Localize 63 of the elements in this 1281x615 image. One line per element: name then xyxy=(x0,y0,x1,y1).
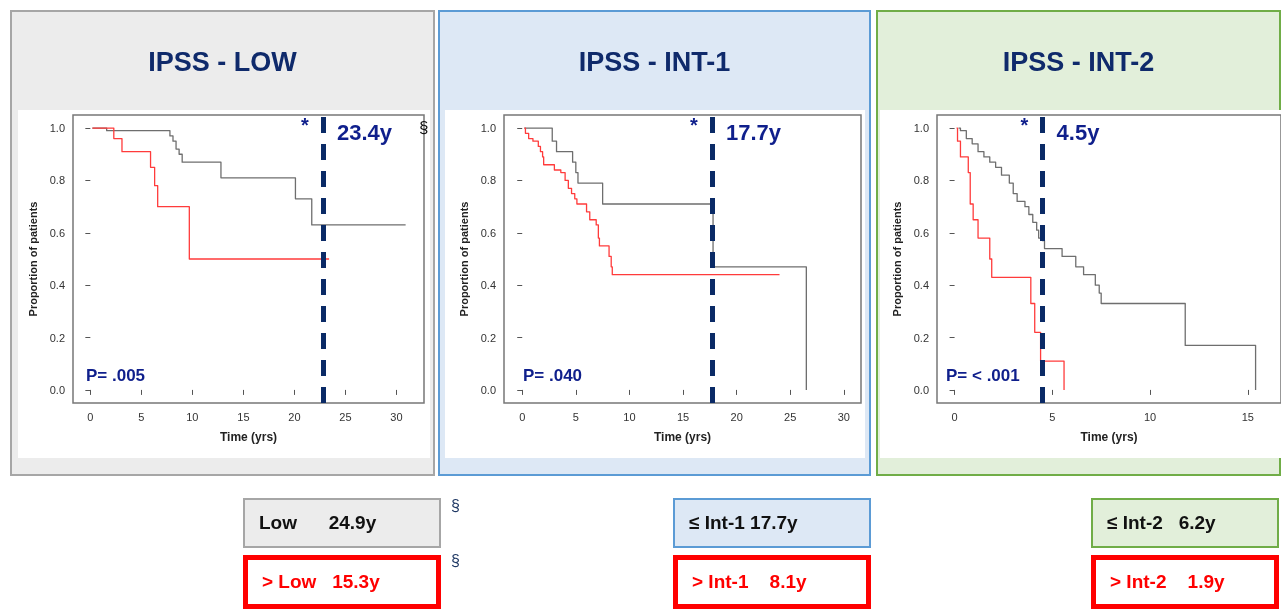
text: ≤ Int-2 6.2y xyxy=(1091,498,1279,548)
x-tick-label: 10 xyxy=(186,410,199,423)
chart-title: IPSS - LOW xyxy=(147,45,298,79)
text: Low 24.9y xyxy=(243,498,441,548)
y-tick-label: 0.0 xyxy=(49,383,65,396)
text: § xyxy=(451,497,460,515)
x-axis-title: Time (yrs) xyxy=(1080,430,1138,444)
text: > Low 15.3y xyxy=(243,555,441,609)
chart-title: IPSS - INT-1 xyxy=(577,45,732,79)
y-tick-label: 0.2 xyxy=(913,331,929,344)
x-tick-label: 15 xyxy=(237,410,250,423)
y-tick-label: 0.4 xyxy=(913,279,929,292)
x-axis-title: Time (yrs) xyxy=(219,430,278,444)
x-tick-label: 15 xyxy=(676,410,690,423)
y-axis-title: Proportion of patients xyxy=(458,201,471,317)
x-tick-label: 30 xyxy=(837,410,850,423)
y-tick-label: 1.0 xyxy=(49,122,65,135)
x-tick-label: 10 xyxy=(1143,410,1157,423)
chart-title: IPSS - INT-2 xyxy=(1001,45,1156,79)
y-tick-label: 1.0 xyxy=(913,122,929,135)
x-tick-label: 0 xyxy=(519,410,526,423)
y-tick-label: 0.0 xyxy=(480,383,496,396)
y-tick-label: 0.8 xyxy=(480,174,496,187)
y-tick-label: 0.6 xyxy=(49,226,65,239)
ref-line-label: 4.5y xyxy=(1056,119,1101,145)
y-tick-label: 0.4 xyxy=(49,279,65,292)
annotation: P= .005 xyxy=(86,366,146,386)
x-tick-label: 25 xyxy=(784,410,797,423)
y-tick-label: 0.0 xyxy=(913,383,929,396)
x-tick-label: 5 xyxy=(572,410,579,423)
ref-line-label: 23.4y xyxy=(336,119,393,145)
x-tick-label: 0 xyxy=(87,410,94,423)
annotation: P= < .001 xyxy=(946,366,1020,386)
x-tick-label: 25 xyxy=(339,410,352,423)
text: > Int-1 8.1y xyxy=(673,555,871,609)
y-tick-label: 0.2 xyxy=(480,331,496,344)
y-tick-label: 0.4 xyxy=(480,279,496,292)
y-tick-label: 1.0 xyxy=(480,122,496,135)
x-tick-label: 20 xyxy=(288,410,301,423)
x-tick-label: 30 xyxy=(390,410,403,423)
x-tick-label: 10 xyxy=(623,410,636,423)
text: § xyxy=(451,552,460,570)
x-tick-label: 0 xyxy=(951,410,958,423)
text: > Int-2 1.9y xyxy=(1091,555,1279,609)
y-axis-title: Proportion of patients xyxy=(27,201,40,317)
y-tick-label: 0.8 xyxy=(913,174,929,187)
text: ≤ Int-1 17.7y xyxy=(673,498,871,548)
y-tick-label: 0.8 xyxy=(49,174,65,187)
x-axis-title: Time (yrs) xyxy=(653,430,712,444)
y-axis-title: Proportion of patients xyxy=(891,201,904,317)
annotation: * xyxy=(300,114,309,137)
annotation: § xyxy=(419,118,429,138)
y-tick-label: 0.6 xyxy=(480,226,496,239)
annotation: * xyxy=(1020,114,1029,137)
annotation: * xyxy=(689,114,698,137)
y-tick-label: 0.2 xyxy=(49,331,65,344)
y-tick-label: 0.6 xyxy=(913,226,929,239)
x-tick-label: 15 xyxy=(1241,410,1254,423)
annotation: P= .040 xyxy=(523,366,583,386)
x-tick-label: 20 xyxy=(730,410,743,423)
x-tick-label: 5 xyxy=(138,410,145,423)
ref-line-label: 17.7y xyxy=(725,119,782,145)
x-tick-label: 5 xyxy=(1049,410,1056,423)
